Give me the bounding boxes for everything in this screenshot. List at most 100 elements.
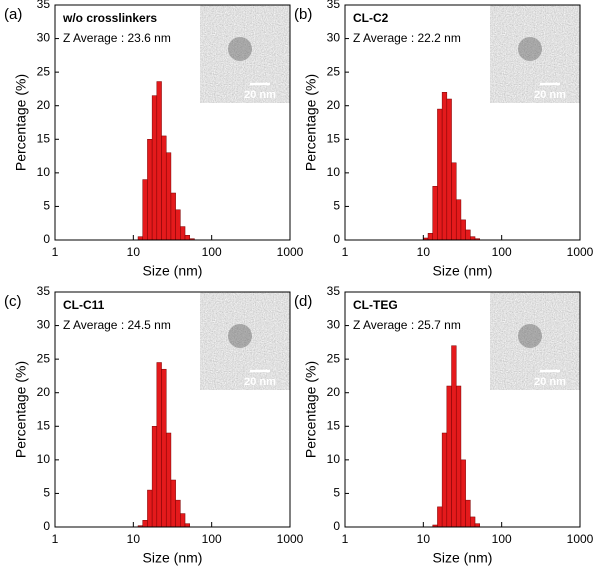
bar [184,235,190,241]
bar [142,179,148,241]
x-tick-label: 10 [417,245,431,259]
y-tick-label: 5 [43,486,50,500]
bar [432,186,438,241]
y-tick-label: 35 [327,0,341,11]
annotation: Z Average : 24.5 nm [63,318,171,332]
bar [441,92,448,241]
y-tick-label: 20 [37,385,51,399]
x-tick-label: 1 [52,532,59,546]
y-tick-label: 0 [43,232,50,246]
x-tick-label: 10 [417,532,431,546]
y-tick-label: 35 [37,284,51,298]
plot-frame [344,4,581,241]
x-tick-label: 10 [127,245,141,259]
panel: 20 nm 0 5 10 15 20 25 30 35 1 10 100 1000 Size (nm) Pe… [294,284,594,566]
y-tick-label: 0 [43,519,50,533]
y-tick-label: 30 [37,318,51,332]
x-axis-title: Size (nm) [143,263,203,279]
bar [441,432,448,528]
bar [147,139,153,241]
y-tick-label: 25 [37,351,51,365]
bar [465,229,471,241]
bar [455,199,462,241]
panel-title: CL-TEG [353,298,398,312]
y-tick-label: 5 [333,486,340,500]
x-tick-label: 1000 [277,532,304,546]
particle [518,37,542,61]
x-tick-label: 100 [202,532,222,546]
bar [142,520,148,528]
annotation: Z Average : 23.6 nm [63,31,171,45]
scale-label: 20 nm [244,376,276,388]
tem-image [200,5,290,103]
panel-label: (c) [4,293,22,310]
bar [175,209,181,241]
y-axis-title: Percentage (%) [13,74,29,171]
x-tick-label: 10 [127,532,141,546]
bar [137,236,143,241]
panel: 20 nm 0 5 10 15 20 25 30 35 1 10 100 1000 Size (nm) Pe… [4,284,304,566]
plot-frame [344,291,581,528]
bar [156,81,162,241]
bar [180,513,186,528]
scale-label: 20 nm [244,89,276,101]
y-tick-label: 35 [37,0,51,11]
x-axis-title: Size (nm) [433,550,493,566]
y-tick-label: 10 [327,452,341,466]
bar [151,95,158,241]
y-tick-label: 15 [37,131,51,145]
panel-title: CL-C11 [63,298,105,312]
bar [184,523,190,528]
bar [427,233,433,241]
bar [175,499,181,528]
bar [437,108,443,241]
y-tick-label: 20 [327,385,341,399]
bar [156,362,162,528]
bar [470,236,476,241]
panel-title: w/o crosslinkers [62,11,157,25]
x-tick-label: 100 [202,245,222,259]
tem-image [200,292,290,390]
x-tick-label: 1 [342,245,349,259]
y-tick-label: 25 [327,351,341,365]
bar [474,523,480,528]
y-tick-label: 20 [327,98,341,112]
annotation: Z Average : 22.2 nm [353,31,461,45]
bar [437,506,443,528]
x-tick-label: 1 [342,532,349,546]
y-axis-title: Percentage (%) [13,361,29,458]
bar [170,479,176,528]
x-tick-label: 100 [492,532,512,546]
scale-label: 20 nm [534,376,566,388]
y-axis-title: Percentage (%) [303,361,319,458]
bar [460,459,466,528]
y-tick-label: 15 [327,418,341,432]
panel: 20 nm 0 5 10 15 20 25 30 35 1 10 100 1000 Size (nm) Pe… [4,0,304,279]
bar [170,192,176,241]
y-tick-label: 10 [327,165,341,179]
x-tick-label: 1000 [277,245,304,259]
y-tick-label: 0 [333,519,340,533]
y-tick-label: 25 [37,64,51,78]
bar [455,385,462,528]
x-tick-label: 1 [52,245,59,259]
bar [446,98,452,241]
bar [161,135,167,241]
y-axis-title: Percentage (%) [303,74,319,171]
y-tick-label: 0 [333,232,340,246]
x-axis-title: Size (nm) [433,263,493,279]
y-tick-label: 20 [37,98,51,112]
bar [446,385,452,528]
bar [451,162,457,241]
y-tick-label: 25 [327,64,341,78]
x-tick-label: 1000 [567,245,594,259]
y-tick-label: 15 [37,418,51,432]
bar [465,499,471,528]
panel-label: (a) [4,6,22,23]
x-tick-label: 100 [492,245,512,259]
bar [460,219,466,241]
tem-image [490,5,580,103]
bar [180,226,186,241]
y-tick-label: 5 [43,199,50,213]
